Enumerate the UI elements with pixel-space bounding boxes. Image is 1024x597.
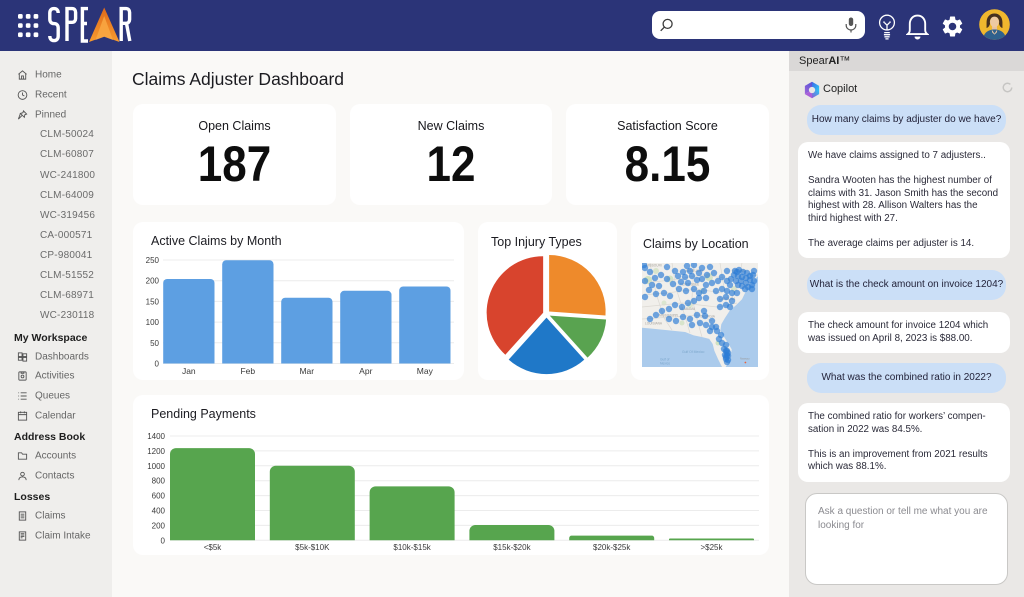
svg-text:200: 200	[146, 277, 160, 286]
svg-text:1400: 1400	[147, 432, 165, 441]
svg-text:1000: 1000	[147, 462, 165, 471]
svg-text:100: 100	[146, 318, 160, 327]
svg-text:$20k-$25k: $20k-$25k	[593, 543, 631, 552]
svg-text:Jan: Jan	[182, 366, 196, 376]
svg-text:0: 0	[155, 360, 160, 369]
svg-text:Mexico: Mexico	[660, 361, 670, 365]
svg-text:Feb: Feb	[240, 366, 255, 376]
svg-text:<$5k: <$5k	[204, 543, 223, 552]
svg-text:800: 800	[152, 477, 166, 486]
svg-text:MISSOURI: MISSOURI	[646, 264, 662, 268]
svg-text:>$25k: >$25k	[700, 543, 723, 552]
svg-text:150: 150	[146, 297, 160, 306]
svg-text:600: 600	[152, 492, 166, 501]
svg-text:ALABAMA: ALABAMA	[680, 307, 696, 311]
svg-text:200: 200	[152, 521, 166, 530]
svg-text:1200: 1200	[147, 447, 165, 456]
svg-text:$10k-$15k: $10k-$15k	[393, 543, 431, 552]
svg-text:Gulf of: Gulf of	[660, 357, 670, 361]
svg-text:250: 250	[146, 256, 160, 265]
svg-text:$15k-$20k: $15k-$20k	[493, 543, 531, 552]
svg-text:LOUISIANA: LOUISIANA	[645, 321, 663, 325]
svg-text:Gulf Of Mexico: Gulf Of Mexico	[682, 350, 705, 354]
svg-text:$5k-$10K: $5k-$10K	[295, 543, 330, 552]
svg-text:Nassau: Nassau	[740, 357, 750, 361]
svg-text:Mar: Mar	[299, 366, 314, 376]
svg-text:MISSISSIPPI: MISSISSIPPI	[659, 314, 678, 318]
svg-text:400: 400	[152, 507, 166, 516]
svg-text:Apr: Apr	[359, 366, 372, 376]
svg-text:0: 0	[161, 536, 166, 545]
svg-text:May: May	[417, 366, 434, 376]
svg-text:KENTUCKY: KENTUCKY	[686, 269, 704, 273]
svg-text:50: 50	[150, 339, 159, 348]
